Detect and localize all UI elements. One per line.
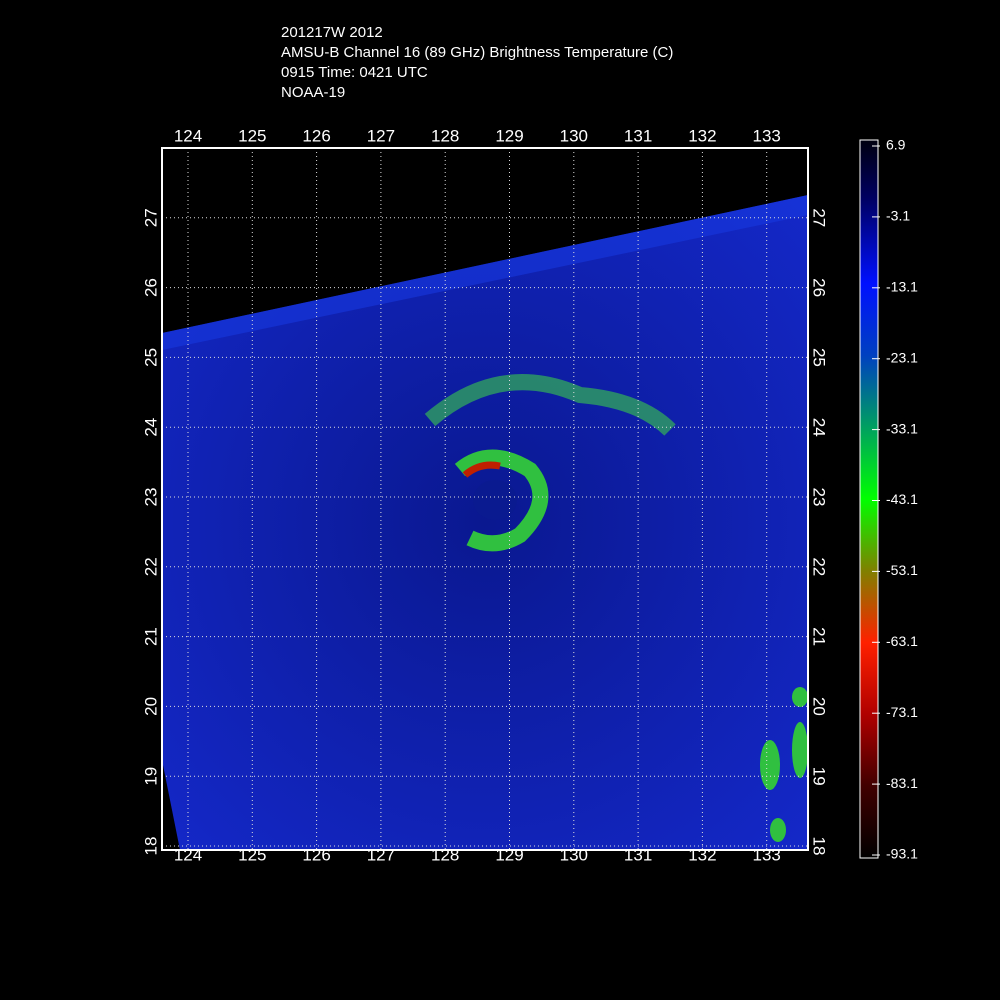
lon-label-bottom: 133 [753, 845, 781, 864]
lat-label-right: 25 [810, 348, 829, 367]
lat-label-right: 27 [810, 208, 829, 227]
lon-label-top: 133 [753, 126, 781, 145]
lat-label-right: 18 [810, 837, 829, 856]
header: 201217W 2012 AMSU-B Channel 16 (89 GHz) B… [281, 24, 673, 101]
green-cell [792, 722, 808, 778]
eye [473, 480, 517, 520]
lat-label-left: 27 [141, 208, 160, 227]
colorbar-label: -23.1 [886, 349, 918, 365]
green-cell [792, 687, 808, 707]
colorbar-label: -63.1 [886, 633, 918, 649]
lat-label-right: 19 [810, 767, 829, 786]
lon-label-top: 131 [624, 126, 652, 145]
colorbar-label: -3.1 [886, 208, 910, 224]
lon-label-bottom: 124 [174, 845, 202, 864]
imagery [162, 195, 808, 850]
lat-label-left: 24 [141, 418, 160, 437]
lon-label-top: 132 [688, 126, 716, 145]
lat-label-left: 22 [141, 557, 160, 576]
colorbar-label: -43.1 [886, 491, 918, 507]
lat-label-left: 26 [141, 278, 160, 297]
lat-label-left: 18 [141, 837, 160, 856]
lon-label-top: 126 [302, 126, 330, 145]
green-cell [760, 740, 780, 790]
lat-label-right: 21 [810, 627, 829, 646]
lon-label-bottom: 131 [624, 845, 652, 864]
green-cell [770, 818, 786, 842]
lon-label-top: 130 [560, 126, 588, 145]
lon-label-bottom: 127 [367, 845, 395, 864]
lon-label-bottom: 130 [560, 845, 588, 864]
lon-label-bottom: 125 [238, 845, 266, 864]
colorbar-label: -53.1 [886, 562, 918, 578]
grid [162, 148, 808, 850]
colorbar-label: -93.1 [886, 846, 918, 862]
colorbar-label: -33.1 [886, 420, 918, 436]
lon-label-bottom: 126 [302, 845, 330, 864]
colorbar-label: -83.1 [886, 775, 918, 791]
lon-label-bottom: 128 [431, 845, 459, 864]
header-line: NOAA-19 [281, 84, 345, 101]
lat-label-right: 24 [810, 418, 829, 437]
eyewall [454, 449, 549, 552]
lon-label-top: 129 [495, 126, 523, 145]
lon-label-top: 128 [431, 126, 459, 145]
lat-label-right: 26 [810, 278, 829, 297]
swath [162, 195, 808, 850]
header-line: 201217W 2012 [281, 24, 383, 41]
colorbar-label: 6.9 [886, 137, 906, 153]
lat-label-left: 20 [141, 697, 160, 716]
header-line: 0915 Time: 0421 UTC [281, 64, 428, 81]
lat-label-right: 20 [810, 697, 829, 716]
eyewall-core [462, 461, 501, 478]
lat-label-right: 22 [810, 557, 829, 576]
header-line: AMSU-B Channel 16 (89 GHz) Brightness Te… [281, 44, 673, 61]
lon-label-top: 127 [367, 126, 395, 145]
lon-label-bottom: 129 [495, 845, 523, 864]
colorbar-label: -13.1 [886, 279, 918, 295]
colorbar [859, 139, 879, 859]
lat-label-left: 21 [141, 627, 160, 646]
lon-label-top: 124 [174, 126, 202, 145]
lon-label-top: 125 [238, 126, 266, 145]
swath-edge [162, 195, 808, 350]
lat-label-left: 25 [141, 348, 160, 367]
lat-label-right: 23 [810, 488, 829, 507]
lon-label-bottom: 132 [688, 845, 716, 864]
lat-label-left: 19 [141, 767, 160, 786]
colorbar-label: -73.1 [886, 704, 918, 720]
lat-label-left: 23 [141, 488, 160, 507]
map-frame [161, 147, 809, 851]
